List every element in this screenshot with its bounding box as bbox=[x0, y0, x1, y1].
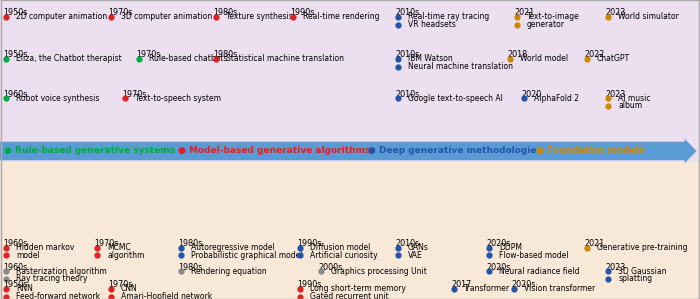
Text: Neural radiance field: Neural radiance field bbox=[499, 266, 580, 275]
Text: World model: World model bbox=[520, 54, 568, 63]
Text: 1960s: 1960s bbox=[4, 263, 28, 271]
Text: album: album bbox=[618, 101, 642, 110]
Text: ● Foundation models: ● Foundation models bbox=[536, 147, 643, 155]
Text: Text-to-speech system: Text-to-speech system bbox=[135, 94, 221, 103]
Text: RNN: RNN bbox=[16, 284, 33, 293]
Text: DDPM: DDPM bbox=[499, 243, 522, 252]
Text: 1970s: 1970s bbox=[122, 90, 147, 99]
Text: World simulator: World simulator bbox=[618, 12, 679, 21]
Text: 1980s: 1980s bbox=[214, 8, 238, 17]
Text: Graphics processing Unit: Graphics processing Unit bbox=[331, 266, 427, 275]
Text: 2010s: 2010s bbox=[395, 90, 420, 99]
Text: Probabilistic graphical model: Probabilistic graphical model bbox=[191, 251, 302, 260]
Text: Amari-Hopfield network: Amari-Hopfield network bbox=[121, 292, 212, 299]
Text: 1980s: 1980s bbox=[214, 51, 238, 60]
Text: 1960s: 1960s bbox=[4, 239, 28, 248]
Text: CNN: CNN bbox=[121, 284, 138, 293]
Text: 1970s: 1970s bbox=[136, 51, 161, 60]
Text: Statistical machine translation: Statistical machine translation bbox=[226, 54, 344, 63]
Text: Google text-to-speech AI: Google text-to-speech AI bbox=[408, 94, 503, 103]
Text: VR headsets: VR headsets bbox=[408, 20, 456, 29]
Text: Gated recurrent unit: Gated recurrent unit bbox=[310, 292, 389, 299]
Text: 2010s: 2010s bbox=[395, 8, 420, 17]
Text: generator: generator bbox=[527, 20, 565, 29]
Text: Hidden markov: Hidden markov bbox=[16, 243, 74, 252]
Text: Autoregressive model: Autoregressive model bbox=[191, 243, 275, 252]
Text: AI music: AI music bbox=[618, 94, 650, 103]
Text: 1950s: 1950s bbox=[4, 280, 28, 289]
Text: model: model bbox=[16, 251, 40, 260]
Bar bbox=[0, 162, 700, 299]
Text: AlphaFold 2: AlphaFold 2 bbox=[534, 94, 579, 103]
Text: Flow-based model: Flow-based model bbox=[499, 251, 568, 260]
Text: 1990s: 1990s bbox=[290, 8, 315, 17]
Text: 1960s: 1960s bbox=[4, 90, 28, 99]
Text: 1980s: 1980s bbox=[178, 263, 203, 271]
Text: 2021: 2021 bbox=[584, 239, 605, 248]
Text: 1990s: 1990s bbox=[298, 239, 322, 248]
Text: Real-time rendering: Real-time rendering bbox=[303, 12, 379, 21]
Text: 2023: 2023 bbox=[606, 263, 626, 271]
Text: Texture synthesis: Texture synthesis bbox=[226, 12, 293, 21]
Text: 2022: 2022 bbox=[584, 51, 605, 60]
Text: 2010s: 2010s bbox=[395, 239, 420, 248]
Text: Vision transformer: Vision transformer bbox=[524, 284, 595, 293]
Text: 2020s: 2020s bbox=[486, 263, 511, 271]
Text: Rendering equation: Rendering equation bbox=[191, 266, 267, 275]
Text: Ray tracing theory: Ray tracing theory bbox=[16, 274, 88, 283]
Text: 2017: 2017 bbox=[452, 280, 472, 289]
Text: 1970s: 1970s bbox=[108, 8, 133, 17]
Text: MCMC: MCMC bbox=[107, 243, 131, 252]
Text: Real-time ray tracing: Real-time ray tracing bbox=[408, 12, 489, 21]
Bar bbox=[0, 0, 700, 162]
Text: Robot voice synthesis: Robot voice synthesis bbox=[16, 94, 99, 103]
Text: splatting: splatting bbox=[618, 274, 652, 283]
Text: 2010s: 2010s bbox=[395, 51, 420, 60]
Text: Rasterization algorithm: Rasterization algorithm bbox=[16, 266, 107, 275]
Text: 2018: 2018 bbox=[508, 51, 528, 60]
Text: 1990s: 1990s bbox=[298, 280, 322, 289]
Text: 2023: 2023 bbox=[606, 90, 626, 99]
Text: Artificial curiosity: Artificial curiosity bbox=[310, 251, 378, 260]
Text: Long short-term memory: Long short-term memory bbox=[310, 284, 406, 293]
Text: Rule-based chatbots: Rule-based chatbots bbox=[149, 54, 228, 63]
Text: IBM Watson: IBM Watson bbox=[408, 54, 453, 63]
Text: Feed-forward network: Feed-forward network bbox=[16, 292, 100, 299]
Text: ● Deep generative methodologies: ● Deep generative methodologies bbox=[368, 147, 541, 155]
Text: algorithm: algorithm bbox=[107, 251, 144, 260]
Polygon shape bbox=[0, 139, 696, 163]
Text: Eliza, the Chatbot therapist: Eliza, the Chatbot therapist bbox=[16, 54, 122, 63]
Text: Neural machine translation: Neural machine translation bbox=[408, 62, 513, 71]
Text: 2020s: 2020s bbox=[486, 239, 511, 248]
Text: 1950s: 1950s bbox=[4, 51, 28, 60]
Text: 2023: 2023 bbox=[606, 8, 626, 17]
Text: GANs: GANs bbox=[408, 243, 429, 252]
Text: 2D computer animation: 2D computer animation bbox=[16, 12, 107, 21]
Text: 2020: 2020 bbox=[522, 90, 542, 99]
Text: 1980s: 1980s bbox=[178, 239, 203, 248]
Text: 2020s: 2020s bbox=[511, 280, 536, 289]
Text: Diffusion model: Diffusion model bbox=[310, 243, 370, 252]
Text: Generative pre-training: Generative pre-training bbox=[597, 243, 687, 252]
Text: 3D Gaussian: 3D Gaussian bbox=[618, 266, 666, 275]
Text: ● Rule-based generative systems: ● Rule-based generative systems bbox=[4, 147, 174, 155]
Text: 2000s: 2000s bbox=[318, 263, 343, 271]
Text: 2021: 2021 bbox=[514, 8, 535, 17]
Text: ● Model-based generative algorithms: ● Model-based generative algorithms bbox=[178, 147, 371, 155]
Text: 1970s: 1970s bbox=[108, 280, 133, 289]
Text: 3D computer animation: 3D computer animation bbox=[121, 12, 212, 21]
Text: 1970s: 1970s bbox=[94, 239, 119, 248]
Text: 1950s: 1950s bbox=[4, 8, 28, 17]
Text: Transformer: Transformer bbox=[464, 284, 510, 293]
Text: ChatGPT: ChatGPT bbox=[597, 54, 630, 63]
Text: Text-to-image: Text-to-image bbox=[527, 12, 580, 21]
Text: VAE: VAE bbox=[408, 251, 423, 260]
